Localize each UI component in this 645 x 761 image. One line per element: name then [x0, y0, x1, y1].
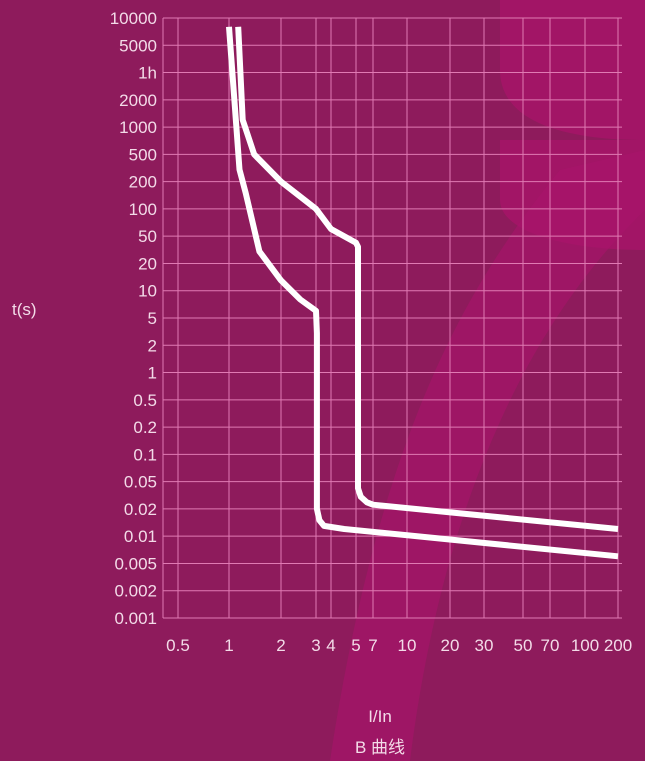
y-tick-label: 0.1 — [133, 445, 157, 464]
y-tick-label: 0.02 — [124, 500, 157, 519]
y-tick-label: 20 — [138, 254, 157, 273]
x-tick-labels: 0.5 1 2 3 4 5 7 10 20 30 50 70 100 200 — [166, 636, 632, 655]
y-tick-label: 1000 — [119, 118, 157, 137]
x-tick-label: 100 — [571, 636, 599, 655]
y-tick-label: 0.002 — [114, 582, 157, 601]
x-tick-label: 4 — [326, 636, 335, 655]
y-tick-label: 500 — [129, 145, 157, 164]
y-tick-label: 0.005 — [114, 554, 157, 573]
decorative-band — [330, 150, 645, 761]
x-axis-label: I/In — [368, 707, 392, 726]
y-tick-label: 5000 — [119, 36, 157, 55]
x-tick-label: 0.5 — [166, 636, 190, 655]
x-tick-label: 2 — [276, 636, 285, 655]
y-tick-label: 2 — [148, 336, 157, 355]
y-tick-label: 1h — [138, 64, 157, 83]
series-line-1 — [226, 26, 619, 560]
y-axis-label: t(s) — [12, 300, 37, 319]
y-tick-label: 0.2 — [133, 418, 157, 437]
x-tick-label: 70 — [541, 636, 560, 655]
x-tick-label: 3 — [311, 636, 320, 655]
x-tick-label: 5 — [351, 636, 360, 655]
y-tick-label: 0.05 — [124, 473, 157, 492]
x-tick-label: 30 — [475, 636, 494, 655]
y-tick-label: 0.01 — [124, 527, 157, 546]
y-tick-labels: 10000 5000 1h 2000 1000 500 200 100 50 20 10 5 2 1 0.5… — [110, 9, 157, 628]
x-tick-label: 1 — [224, 636, 233, 655]
x-tick-label: 20 — [441, 636, 460, 655]
x-tick-label: 7 — [368, 636, 377, 655]
y-tick-label: 0.5 — [133, 391, 157, 410]
x-tick-label: 10 — [398, 636, 417, 655]
x-tick-label: 50 — [514, 636, 533, 655]
y-tick-label: 50 — [138, 227, 157, 246]
series-line-2 — [235, 26, 619, 532]
y-tick-label: 100 — [129, 200, 157, 219]
y-tick-label: 200 — [129, 173, 157, 192]
x-tick-label: 200 — [604, 636, 632, 655]
chart-grid — [162, 17, 622, 619]
y-tick-label: 2000 — [119, 91, 157, 110]
background-decoration — [330, 0, 645, 761]
y-tick-label: 0.001 — [114, 609, 157, 628]
y-tick-label: 10000 — [110, 9, 157, 28]
y-tick-label: 10 — [138, 282, 157, 301]
y-tick-label: 1 — [148, 364, 157, 383]
series-lines — [226, 26, 619, 560]
y-tick-label: 5 — [148, 309, 157, 328]
chart-title: B 曲线 — [354, 738, 406, 757]
